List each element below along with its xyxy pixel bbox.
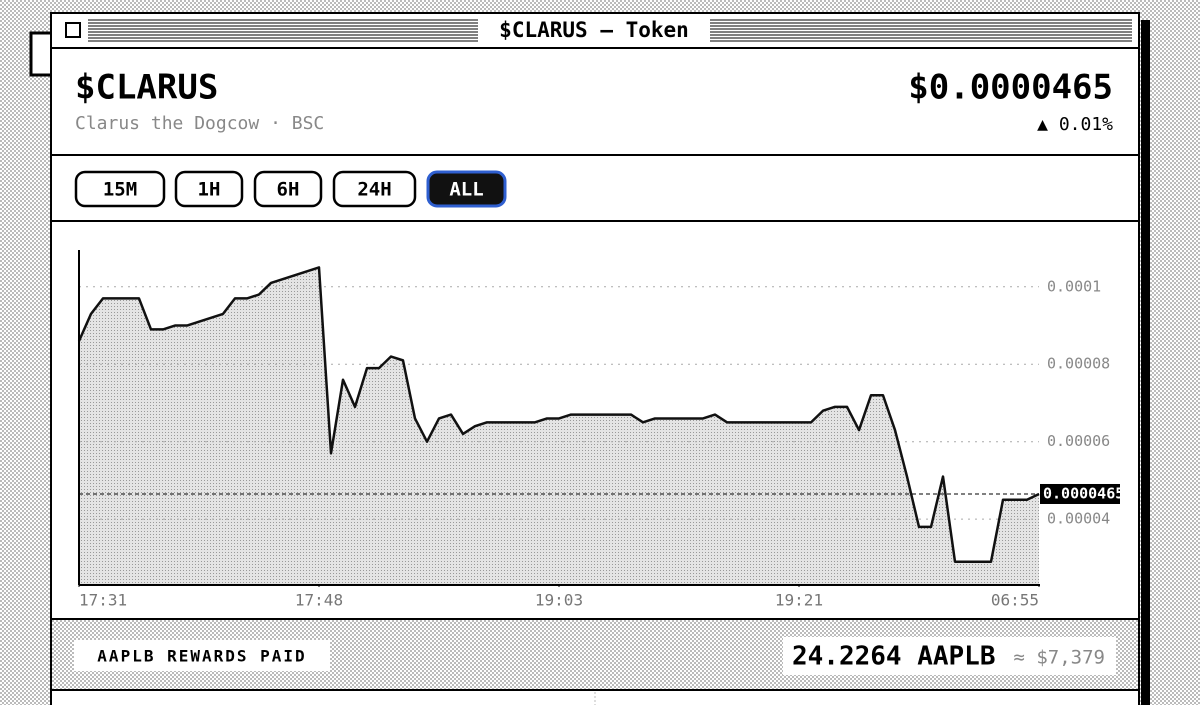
x-tick-label: 17:48 — [295, 591, 343, 610]
rewards-usd: ≈ $7,379 — [1013, 647, 1105, 669]
y-tick-label: 0.00008 — [1047, 355, 1110, 373]
rewards-label-box — [74, 640, 330, 671]
current-price-box — [1040, 483, 1120, 504]
timeframe-button[interactable] — [253, 170, 323, 208]
current-price-label: 0.0000465 — [1043, 484, 1124, 502]
y-tick-label: 0.0001 — [1047, 277, 1101, 295]
price-area — [79, 267, 1039, 585]
timeframe-button[interactable] — [332, 170, 417, 208]
x-tick-label: 06:55 — [991, 591, 1039, 610]
chart: 0.00004 0.00006 0.00008 0.0001 0.0000465 17:3… — [77, 222, 1138, 618]
chart-clip — [1120, 222, 1138, 618]
close-box[interactable] — [65, 22, 81, 38]
timeframe-button[interactable] — [174, 170, 244, 208]
y-tick-label: 0.00004 — [1047, 510, 1110, 528]
timeframe-label[interactable]: 6H — [277, 179, 300, 201]
window-title: $CLARUS — Token — [499, 18, 689, 42]
price-line — [77, 266, 1040, 564]
token-symbol: $CLARUS — [75, 68, 218, 108]
timeframe-buttons: 15M 1H 6H 24H ALL — [74, 170, 507, 208]
token-price: $0.0000465 — [908, 68, 1113, 108]
y-tick-label: 0.00006 — [1047, 432, 1110, 450]
x-tick-label: 19:21 — [775, 591, 823, 610]
x-tick-label: 19:03 — [535, 591, 583, 610]
timeframe-label[interactable]: 1H — [198, 179, 221, 201]
price-change: ▲ 0.01% — [1037, 114, 1113, 135]
rewards-amount: 24.2264 AAPLB — [792, 642, 996, 672]
rewards-amount-box — [783, 637, 1116, 675]
timeframe-label[interactable]: ALL — [449, 179, 483, 201]
timeframe-button[interactable] — [426, 170, 507, 208]
x-tick-label: 17:31 — [79, 591, 127, 610]
timeframe-label[interactable]: 15M — [103, 179, 137, 201]
token-subtitle: Clarus the Dogcow · BSC — [75, 113, 324, 134]
window-shadow — [1141, 20, 1150, 705]
rewards-label: AAPLB REWARDS PAID — [97, 647, 306, 666]
timeframe-label[interactable]: 24H — [357, 179, 391, 201]
timeframe-button[interactable] — [74, 170, 166, 208]
title-bg — [478, 16, 710, 46]
